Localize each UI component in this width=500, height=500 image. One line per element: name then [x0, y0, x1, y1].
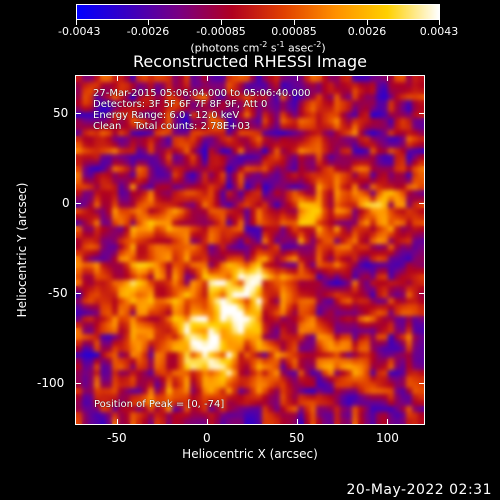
- x-tick-mark: [387, 419, 388, 425]
- colorbar-label: -0.0026: [126, 25, 170, 38]
- colorbar: [76, 4, 440, 20]
- x-tick-mark-top: [387, 75, 388, 81]
- colorbar-tick: [221, 20, 222, 25]
- y-tick-label: -100: [37, 376, 65, 390]
- y-tick-label: -50: [48, 286, 68, 300]
- image-plot[interactable]: [75, 75, 425, 425]
- x-tick-mark: [297, 419, 298, 425]
- x-tick-mark-top: [207, 75, 208, 81]
- y-tick-mark: [75, 383, 81, 384]
- colorbar-label: 0.00085: [271, 25, 317, 38]
- colorbar-units: (photons cm-2 s-1 asec-2): [190, 40, 326, 55]
- colorbar-label: -0.0043: [58, 25, 101, 38]
- y-tick-mark-right: [419, 203, 425, 204]
- colorbar-label: 0.0026: [347, 25, 387, 38]
- y-tick-mark: [75, 113, 81, 114]
- y-tick-mark-right: [419, 113, 425, 114]
- clean-counts-text: Clean Total counts: 2.78E+03: [93, 121, 251, 132]
- x-tick-mark: [117, 419, 118, 425]
- time-range-text: 27-Mar-2015 05:06:04.000 to 05:06:40.000: [93, 88, 311, 99]
- x-tick-mark: [207, 419, 208, 425]
- y-tick-mark-right: [419, 293, 425, 294]
- x-tick-mark-top: [117, 75, 118, 81]
- plot-title: Reconstructed RHESSI Image: [133, 52, 367, 71]
- y-tick-mark: [75, 203, 81, 204]
- colorbar-tick: [76, 20, 77, 25]
- energy-range-text: Energy Range: 6.0 - 12.0 keV: [93, 110, 240, 121]
- colorbar-tick: [294, 20, 295, 25]
- detectors-text: Detectors: 3F 5F 6F 7F 8F 9F, Att 0: [93, 99, 268, 110]
- colorbar-label: 0.0043: [419, 25, 459, 38]
- colorbar-tick: [439, 20, 440, 25]
- y-tick-mark-right: [419, 383, 425, 384]
- colorbar-label: -0.00085: [196, 25, 246, 38]
- y-axis-label: Heliocentric Y (arcsec): [15, 182, 29, 318]
- date-stamp: 20-May-2022 02:31: [346, 482, 492, 498]
- x-axis-label: Heliocentric X (arcsec): [182, 447, 318, 461]
- x-tick-mark-top: [297, 75, 298, 81]
- y-tick-label: 0: [62, 196, 70, 210]
- colorbar-tick: [148, 20, 149, 25]
- peak-position-text: Position of Peak = [0, -74]: [94, 399, 225, 410]
- x-tick-label: 100: [376, 431, 399, 445]
- x-tick-label: 50: [289, 431, 305, 445]
- y-tick-mark: [75, 293, 81, 294]
- y-tick-label: 50: [53, 106, 69, 120]
- x-tick-label: 0: [203, 431, 211, 445]
- colorbar-tick: [367, 20, 368, 25]
- x-tick-label: -50: [107, 431, 127, 445]
- heatmap-image: [76, 76, 424, 424]
